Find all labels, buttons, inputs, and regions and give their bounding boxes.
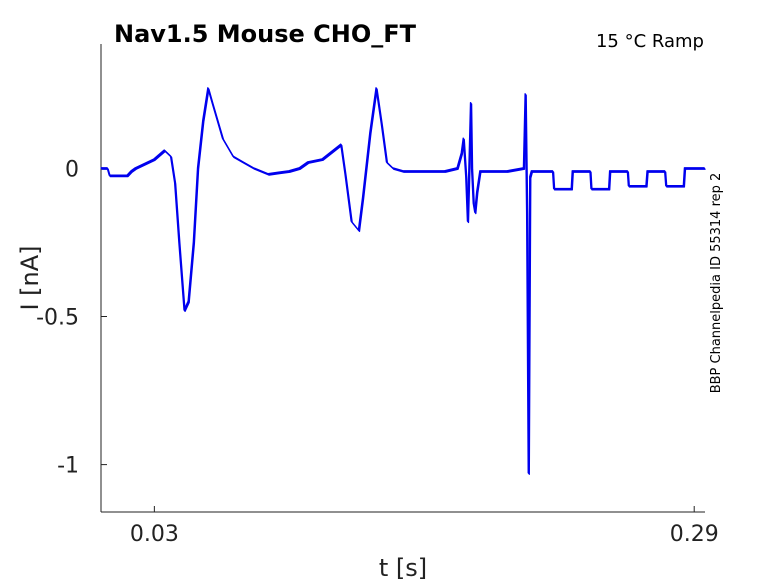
channelpedia-id-label: BBP Channelpedia ID 55314 rep 2: [709, 173, 724, 394]
current-trace-1-overlay-2: [100, 87, 705, 474]
trace-layer: [100, 87, 706, 475]
y-tick-label: -1: [57, 454, 79, 479]
condition-label: 15 °C Ramp: [596, 31, 704, 52]
chart-title: Nav1.5 Mouse CHO_FT: [114, 20, 417, 48]
y-tick-label: -0.5: [36, 306, 79, 331]
current-trace-1-overlay-1: [101, 88, 706, 475]
y-axis-label: I [nA]: [16, 245, 44, 310]
plot-frame: [100, 44, 705, 513]
x-tick-label: 0.03: [130, 522, 179, 547]
tick-layer: [101, 167, 695, 512]
x-axis-label: t [s]: [379, 554, 427, 582]
x-tick-label: 0.29: [670, 522, 719, 547]
tick-label-layer: 0.03 0.29 0 -0.5 -1: [36, 157, 719, 547]
y-tick-label: 0: [65, 157, 79, 182]
